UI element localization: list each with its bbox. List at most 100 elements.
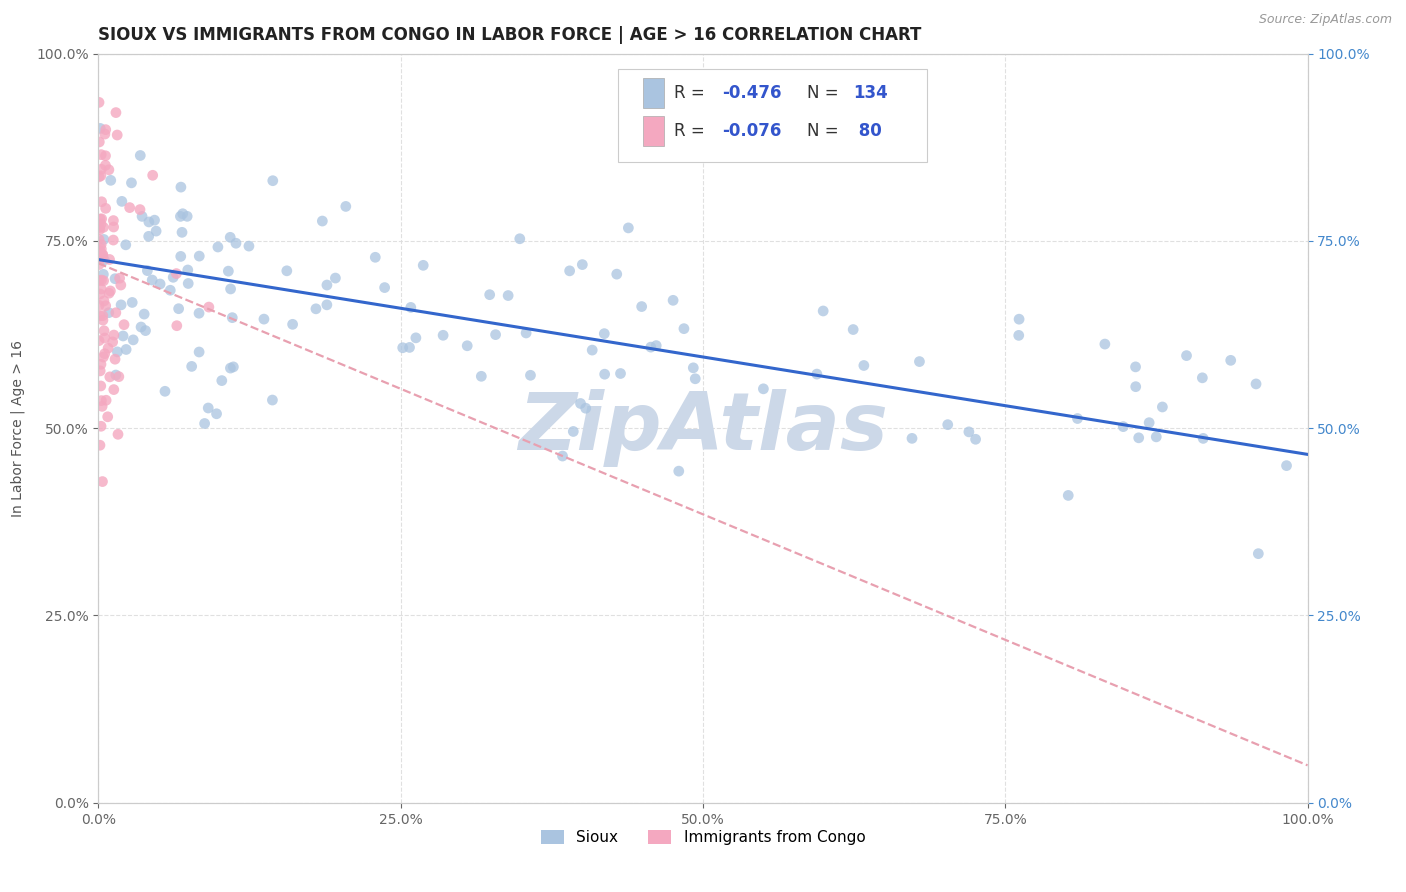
Point <box>129 320 152 334</box>
Point <box>170 180 193 194</box>
Point <box>104 352 127 367</box>
Point <box>145 224 167 238</box>
Text: N =: N = <box>807 121 844 140</box>
Point <box>159 283 181 297</box>
Point <box>515 326 537 340</box>
Point <box>104 368 127 382</box>
Point <box>107 427 129 442</box>
Point <box>93 350 115 364</box>
Point <box>87 95 110 110</box>
Point <box>101 334 124 349</box>
Point <box>225 236 247 251</box>
Point <box>91 250 114 264</box>
Point <box>89 287 111 301</box>
Point <box>110 278 132 293</box>
Point <box>112 318 135 332</box>
Point <box>219 230 242 244</box>
Point <box>165 267 187 281</box>
Legend: Sioux, Immigrants from Congo: Sioux, Immigrants from Congo <box>534 824 872 851</box>
Point <box>93 331 115 345</box>
Point <box>593 326 616 341</box>
Point <box>630 300 652 314</box>
Point <box>262 392 284 407</box>
Point <box>169 210 191 224</box>
Point <box>105 128 128 142</box>
Point <box>94 202 117 216</box>
Point <box>90 217 112 231</box>
Point <box>104 105 127 120</box>
Point <box>456 339 478 353</box>
Point <box>253 312 276 326</box>
Point <box>103 233 125 247</box>
Point <box>217 264 239 278</box>
Point <box>90 242 112 256</box>
Point <box>1137 416 1160 430</box>
Point <box>1275 458 1298 473</box>
Point <box>593 368 616 382</box>
Point <box>478 287 501 301</box>
Point <box>180 359 202 374</box>
Point <box>90 194 112 209</box>
Point <box>103 328 125 343</box>
Text: 134: 134 <box>853 84 887 103</box>
Point <box>87 334 110 348</box>
Point <box>1128 431 1150 445</box>
Point <box>668 464 690 478</box>
Point <box>90 282 112 296</box>
Point <box>374 280 396 294</box>
Point <box>134 324 156 338</box>
Point <box>198 300 221 314</box>
Point <box>91 400 114 414</box>
Point <box>177 277 200 291</box>
Point <box>94 127 117 141</box>
Point <box>91 313 114 327</box>
Point <box>305 301 328 316</box>
Point <box>432 328 454 343</box>
Point <box>108 271 131 285</box>
Point <box>852 359 875 373</box>
Point <box>103 383 125 397</box>
Point <box>412 258 434 272</box>
Point <box>104 306 127 320</box>
FancyBboxPatch shape <box>643 78 664 108</box>
Point <box>207 240 229 254</box>
Point <box>97 341 120 355</box>
Point <box>90 147 112 161</box>
Point <box>87 232 110 246</box>
Point <box>118 201 141 215</box>
Point <box>172 207 194 221</box>
Point <box>89 309 111 323</box>
Point <box>262 174 284 188</box>
Point <box>89 222 111 236</box>
Point <box>89 364 111 378</box>
Point <box>162 270 184 285</box>
Point <box>188 345 211 359</box>
Point <box>281 318 304 332</box>
Point <box>571 258 593 272</box>
Point <box>93 220 115 235</box>
Point <box>167 301 190 316</box>
Point <box>138 229 160 244</box>
Point <box>752 382 775 396</box>
Point <box>391 341 413 355</box>
Point <box>112 329 135 343</box>
Point <box>551 449 574 463</box>
Point <box>166 318 188 333</box>
Point <box>93 268 115 282</box>
Point <box>93 347 115 361</box>
Point <box>219 361 242 376</box>
Point <box>90 237 112 252</box>
Point <box>842 322 865 336</box>
Point <box>197 401 219 415</box>
Point <box>89 244 111 258</box>
Point <box>121 176 143 190</box>
Point <box>89 220 111 235</box>
FancyBboxPatch shape <box>619 69 927 162</box>
Point <box>205 407 228 421</box>
Point <box>170 249 193 263</box>
Point <box>98 369 121 384</box>
Point <box>1144 430 1167 444</box>
Point <box>811 304 834 318</box>
Point <box>108 369 131 384</box>
Point <box>89 135 111 149</box>
